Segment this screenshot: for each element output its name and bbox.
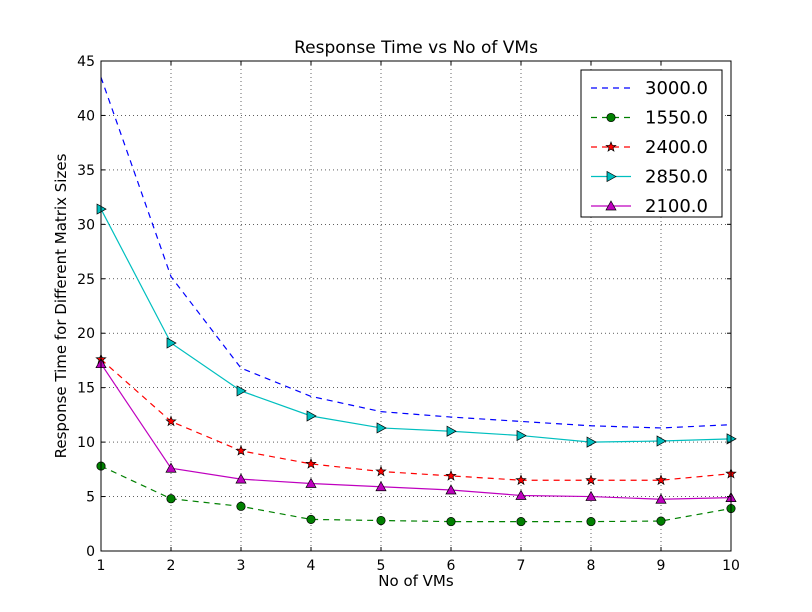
series-1: [96, 461, 736, 527]
x-tick-label: 5: [377, 558, 386, 574]
legend-label: 2400.0: [645, 137, 708, 158]
data-point: [166, 494, 176, 504]
y-tick-label: 40: [77, 108, 95, 124]
data-point: [656, 435, 667, 447]
series-group: [95, 77, 737, 527]
data-point: [235, 473, 247, 484]
data-point: [165, 415, 177, 427]
series-0: [100, 77, 732, 429]
series-line: [100, 358, 732, 481]
legend-marker: [606, 112, 616, 123]
y-tick-label: 35: [77, 163, 95, 179]
y-tick-label: 5: [86, 490, 95, 506]
data-point: [306, 410, 317, 422]
x-tick-label: 7: [517, 558, 526, 574]
data-point: [445, 484, 457, 495]
data-point: [165, 462, 177, 473]
legend-marker: [606, 170, 617, 183]
data-point: [166, 337, 177, 349]
data-point: [515, 489, 527, 500]
data-point: [446, 517, 456, 527]
series-line: [100, 208, 732, 443]
series-4: [95, 357, 737, 504]
y-axis-label: Response Time for Different Matrix Sizes: [52, 153, 70, 458]
data-point: [375, 481, 387, 492]
series-3: [96, 203, 737, 448]
data-point: [305, 477, 317, 488]
plot-frame: [100, 60, 732, 552]
y-tick-label: 10: [77, 435, 95, 451]
data-point: [585, 474, 597, 486]
x-tick-label: 8: [587, 558, 596, 574]
legend: 3000.0 1550.0 2400.0 2850.0 2100.0: [580, 69, 723, 218]
chart-title: Response Time vs No of VMs: [294, 38, 538, 58]
data-point: [306, 514, 316, 524]
legend-item: 3000.0: [591, 78, 708, 99]
data-point: [655, 493, 667, 504]
data-point: [376, 515, 386, 526]
data-point: [236, 385, 247, 397]
x-tick-label: 10: [722, 558, 740, 574]
x-tick-label: 6: [447, 558, 456, 574]
y-tick-label: 45: [77, 54, 95, 70]
x-tick-label: 2: [167, 558, 176, 574]
data-point: [655, 474, 667, 486]
series-line: [100, 363, 732, 500]
y-tick-label: 15: [77, 381, 95, 397]
legend-label: 2100.0: [645, 196, 708, 217]
y-tick-label: 25: [77, 272, 95, 288]
legend-label: 1550.0: [645, 108, 708, 129]
data-point: [305, 457, 317, 469]
legend-item: 2100.0: [591, 196, 708, 217]
legend-label: 3000.0: [645, 78, 708, 99]
legend-label: 2850.0: [645, 167, 708, 188]
data-point: [516, 517, 526, 527]
legend-marker: [605, 140, 617, 152]
data-point: [376, 422, 387, 434]
data-point: [585, 490, 597, 501]
legend-item: 2850.0: [591, 167, 708, 188]
y-tick-label: 0: [86, 544, 95, 560]
x-tick-label: 4: [307, 558, 316, 574]
data-point: [236, 501, 246, 511]
series-line: [100, 77, 732, 429]
data-point: [375, 465, 387, 477]
x-axis-label: No of VMs: [378, 572, 454, 590]
data-point: [516, 429, 527, 442]
legend-item: 1550.0: [591, 108, 708, 129]
x-tick-label: 9: [657, 558, 666, 574]
data-point: [515, 474, 527, 486]
x-tick-label: 3: [237, 558, 246, 574]
y-tick-label: 20: [77, 326, 95, 342]
legend-marker: [605, 200, 617, 211]
data-point: [445, 469, 457, 481]
y-tick-label: 30: [77, 217, 95, 233]
data-point: [446, 425, 457, 437]
x-tick-label: 1: [97, 558, 106, 574]
legend-item: 2400.0: [591, 137, 708, 158]
data-point: [656, 516, 666, 526]
series-line: [100, 465, 732, 523]
data-point: [586, 517, 596, 527]
data-point: [586, 436, 597, 448]
legend-box: [580, 69, 723, 218]
data-point: [235, 444, 247, 456]
